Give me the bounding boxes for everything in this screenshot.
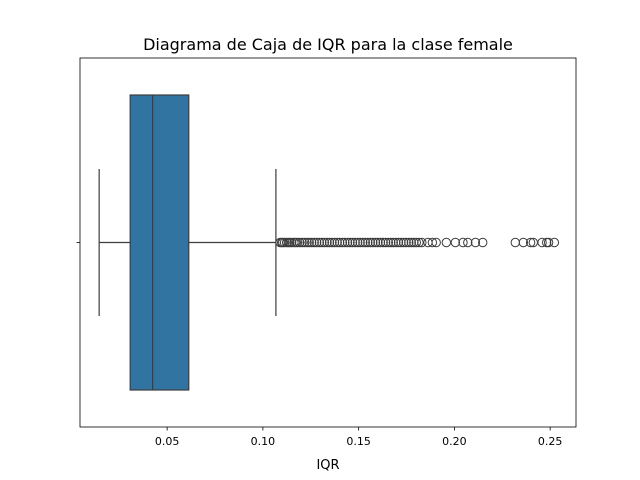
x-tick-label: 0.25 [538, 435, 563, 448]
outlier-point [329, 237, 340, 248]
outlier-point [375, 237, 386, 248]
outlier-point [549, 237, 560, 248]
outlier-point [398, 237, 409, 248]
outlier-point [470, 237, 481, 248]
x-tick-label: 0.15 [346, 435, 371, 448]
outlier-point [327, 237, 337, 248]
outlier-point [380, 237, 391, 248]
x-tick-label: 0.10 [251, 435, 276, 448]
outlier-point [304, 237, 314, 248]
outlier-point [340, 237, 350, 248]
outlier-point [373, 237, 383, 248]
outlier-point [378, 237, 388, 248]
outlier-point [386, 237, 396, 248]
outlier-point [309, 237, 319, 248]
outlier-point [345, 237, 355, 248]
outlier-point [431, 237, 441, 248]
outlier-point [292, 237, 303, 248]
outlier-point [297, 237, 307, 248]
outlier-point [347, 237, 358, 248]
outlier-point [406, 237, 417, 248]
outlier-point [537, 237, 547, 248]
outlier-point [294, 237, 305, 248]
outlier-point [543, 237, 554, 248]
outlier-point [411, 237, 421, 248]
outlier-point [363, 237, 373, 248]
outlier-point [314, 237, 325, 248]
outlier-point [427, 237, 438, 248]
outlier-point [458, 237, 468, 248]
outlier-point [450, 237, 461, 248]
outlier-point [370, 237, 381, 248]
outlier-point [396, 237, 406, 248]
outlier-point [332, 237, 342, 248]
outlier-point [388, 237, 399, 248]
outlier-point [352, 237, 363, 248]
outlier-point [368, 237, 378, 248]
outlier-points [275, 237, 560, 248]
outlier-point [299, 237, 310, 248]
outlier-point [365, 237, 376, 248]
outlier-point [322, 237, 332, 248]
outlier-point [355, 237, 365, 248]
outlier-point [324, 237, 335, 248]
x-tick-label: 0.05 [155, 435, 180, 448]
outlier-point [417, 237, 427, 248]
outlier-point [393, 237, 404, 248]
x-tick-label: 0.20 [442, 435, 467, 448]
outlier-point [463, 237, 473, 248]
outlier-point [307, 237, 317, 248]
outlier-point [350, 237, 360, 248]
outlier-point [383, 237, 394, 248]
plot-area [98, 94, 560, 391]
x-axis-label: IQR [316, 458, 339, 473]
outlier-point [337, 237, 348, 248]
outlier-point [358, 237, 368, 248]
x-axis-ticks: 0.05 0.10 0.15 0.20 0.25 [155, 427, 563, 448]
outlier-point [317, 237, 327, 248]
outlier-point [334, 237, 345, 248]
outlier-point [342, 237, 353, 248]
iqr-box [129, 94, 190, 391]
outlier-point [401, 237, 411, 248]
outlier-point [391, 237, 401, 248]
outlier-point [518, 237, 529, 248]
outlier-point [360, 237, 371, 248]
outlier-point [525, 237, 536, 248]
outlier-point [312, 237, 322, 248]
outlier-point [478, 237, 488, 248]
outlier-point [319, 237, 330, 248]
outlier-point [404, 237, 414, 248]
chart-title: Diagrama de Caja de IQR para la clase fe… [143, 35, 513, 54]
outlier-point [441, 237, 452, 248]
outlier-point [414, 237, 424, 248]
